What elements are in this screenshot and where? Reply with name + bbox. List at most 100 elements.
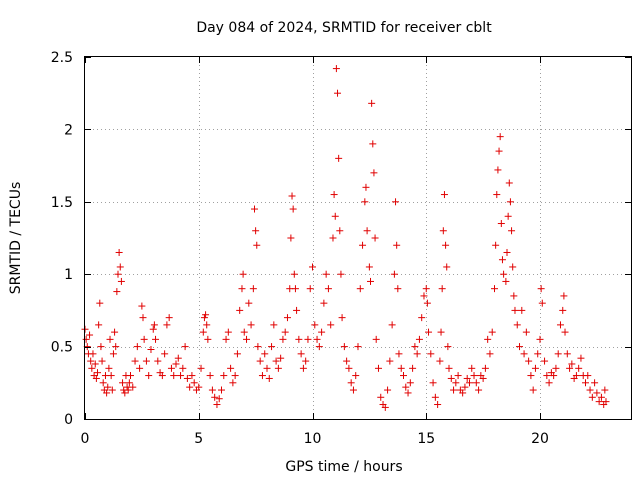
data-point	[463, 374, 471, 382]
data-point	[289, 205, 297, 213]
data-point	[404, 389, 412, 397]
y-tick-label: 0	[64, 412, 73, 428]
data-point	[211, 393, 219, 401]
x-tick-label: 5	[194, 431, 203, 447]
data-point	[290, 270, 298, 278]
data-point	[525, 357, 533, 365]
data-point	[443, 263, 451, 271]
data-point	[495, 147, 503, 155]
data-point	[439, 227, 447, 235]
data-point	[554, 350, 562, 358]
data-point	[154, 357, 162, 365]
data-point	[107, 372, 115, 380]
data-point	[450, 386, 458, 394]
data-point	[252, 227, 260, 235]
data-point	[369, 140, 377, 148]
y-tick-label: 1	[64, 267, 73, 283]
data-point	[149, 325, 157, 333]
data-point	[429, 379, 437, 387]
data-point	[105, 364, 113, 372]
y-tick-label: 0.5	[51, 340, 73, 356]
data-point	[465, 379, 473, 387]
data-point	[103, 389, 111, 397]
data-point	[293, 306, 301, 314]
data-point	[534, 350, 542, 358]
data-point	[584, 372, 592, 380]
x-tick-label: 20	[531, 431, 549, 447]
data-point	[505, 179, 513, 187]
data-point	[295, 335, 303, 343]
data-point	[363, 227, 371, 235]
data-point	[393, 241, 401, 249]
data-point	[436, 357, 444, 365]
data-point	[438, 285, 446, 293]
data-point	[97, 343, 105, 351]
data-point	[415, 335, 423, 343]
data-point	[491, 285, 498, 293]
x-tick-labels: 0 5 10 15 20	[81, 431, 549, 447]
data-point	[340, 343, 348, 351]
data-point	[388, 321, 396, 329]
data-point	[394, 285, 402, 293]
data-point	[374, 364, 382, 372]
data-point	[365, 263, 373, 271]
data-point	[423, 299, 431, 307]
data-point	[498, 256, 506, 264]
data-point	[575, 364, 583, 372]
data-point	[206, 372, 214, 380]
data-point	[472, 379, 480, 387]
data-point	[362, 183, 370, 191]
data-point	[124, 386, 132, 394]
data-point	[368, 99, 376, 107]
data-point	[111, 328, 119, 336]
data-point	[270, 321, 278, 329]
data-point	[227, 364, 235, 372]
data-point	[543, 372, 551, 380]
data-point	[249, 285, 257, 293]
data-point	[431, 393, 439, 401]
y-axis-label: SRMTID / TECUs	[8, 182, 24, 295]
data-point	[200, 314, 208, 322]
data-point	[559, 306, 567, 314]
data-point	[167, 364, 175, 372]
data-point	[502, 277, 510, 285]
data-point	[332, 65, 340, 73]
data-point	[486, 350, 494, 358]
data-point	[354, 343, 362, 351]
data-point	[195, 383, 203, 391]
data-point	[497, 220, 505, 228]
data-point	[297, 350, 305, 358]
data-point	[504, 212, 512, 220]
data-point	[253, 241, 261, 249]
data-point	[371, 234, 379, 242]
data-point	[203, 321, 211, 329]
data-point	[470, 372, 478, 380]
data-point	[161, 350, 169, 358]
data-point	[177, 372, 185, 380]
data-point	[335, 154, 343, 162]
x-tick-label: 0	[81, 431, 90, 447]
data-point	[204, 335, 212, 343]
data-point	[315, 343, 323, 351]
data-point	[479, 374, 487, 382]
data-point	[236, 306, 244, 314]
data-point	[288, 192, 296, 200]
data-point	[445, 364, 453, 372]
data-point	[508, 227, 516, 235]
data-point	[349, 386, 357, 394]
data-point	[174, 354, 182, 362]
data-point	[117, 277, 125, 285]
data-point	[150, 321, 158, 329]
data-point	[88, 364, 96, 372]
data-point	[145, 372, 153, 380]
axis-ticks	[85, 57, 631, 420]
data-point	[98, 357, 106, 365]
data-point	[488, 328, 496, 336]
data-point	[125, 379, 133, 387]
data-point	[291, 285, 299, 293]
data-point	[536, 335, 544, 343]
data-point	[381, 403, 389, 411]
data-point	[133, 343, 141, 351]
data-point	[418, 314, 426, 322]
